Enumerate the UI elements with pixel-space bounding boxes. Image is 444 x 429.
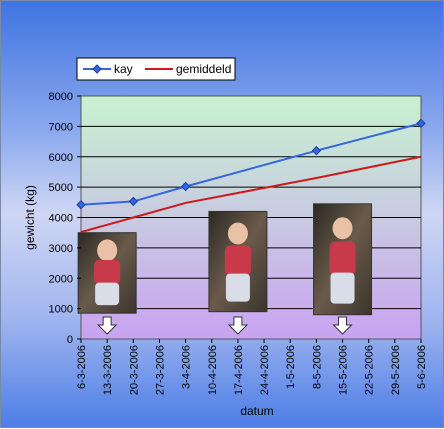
x-tick-label: 10-4-2006: [207, 345, 219, 395]
y-tick-label: 6000: [49, 152, 73, 164]
baby-legs: [95, 282, 120, 306]
y-axis-ticks: 0 1000 2000 3000 4000 5000 6000 7000 8000: [49, 91, 81, 346]
x-tick-label: 17-4-2006: [233, 345, 245, 395]
baby-legs: [225, 273, 250, 302]
x-tick-label: 29-5-2006: [390, 345, 402, 395]
legend-item-gemiddeld: gemiddeld: [145, 62, 231, 76]
y-axis-title: gewicht (kg): [23, 185, 37, 250]
baby-head: [227, 222, 248, 245]
x-tick-label: 22-5-2006: [364, 345, 376, 395]
x-tick-label: 3-4-2006: [181, 345, 193, 389]
y-tick-label: 7000: [49, 121, 73, 133]
baby-shirt: [224, 245, 251, 276]
baby-head: [97, 239, 118, 262]
x-tick-label: 1-5-2006: [285, 345, 297, 389]
data-series: [76, 118, 426, 234]
data-point: [76, 200, 86, 210]
y-tick-label: 2000: [49, 273, 73, 285]
x-tick-label: 20-3-2006: [128, 345, 140, 395]
series-kay: [76, 118, 426, 210]
photo-thumbnails: [77, 203, 373, 335]
data-point: [311, 145, 322, 156]
down-arrow-icon: [227, 316, 249, 335]
y-tick-label: 3000: [49, 243, 73, 255]
baby-head: [332, 217, 353, 240]
y-tick-label: 1000: [49, 304, 73, 316]
x-tick-label: 5-6-2006: [416, 345, 428, 389]
x-tick-label: 6-3-2006: [76, 345, 88, 389]
baby-legs: [330, 272, 355, 304]
baby-photo: [313, 203, 373, 335]
legend-marker: [92, 64, 102, 74]
y-tick-label: 8000: [49, 91, 73, 103]
legend: kay gemiddeld: [76, 57, 236, 81]
x-tick-label: 27-3-2006: [154, 345, 166, 395]
down-arrow-icon: [332, 316, 353, 335]
y-tick-label: 5000: [49, 182, 73, 194]
data-point: [416, 118, 426, 129]
baby-photo: [208, 210, 268, 335]
legend-label: gemiddeld: [176, 62, 231, 76]
x-tick-label: 24-4-2006: [259, 345, 271, 395]
down-arrow-icon: [96, 316, 118, 335]
y-tick-label: 4000: [49, 213, 73, 225]
legend-label: kay: [114, 62, 133, 76]
series-line: [80, 155, 422, 234]
baby-shirt: [94, 260, 121, 285]
baby-photo: [77, 232, 137, 335]
y-tick-label: 0: [67, 334, 73, 346]
legend-item-kay: kay: [83, 62, 133, 76]
data-point: [180, 181, 191, 192]
x-tick-label: 13-3-2006: [102, 345, 114, 395]
x-axis-title: datum: [240, 404, 273, 418]
x-tick-label: 15-5-2006: [338, 345, 350, 395]
x-tick-label: 8-5-2006: [311, 345, 323, 389]
series-gemiddeld: [80, 155, 422, 234]
baby-shirt: [329, 241, 356, 275]
x-axis-ticks: 6-3-2006 13-3-2006 20-3-2006 27-3-2006 3-4-2…: [76, 339, 428, 395]
data-point: [128, 196, 139, 207]
